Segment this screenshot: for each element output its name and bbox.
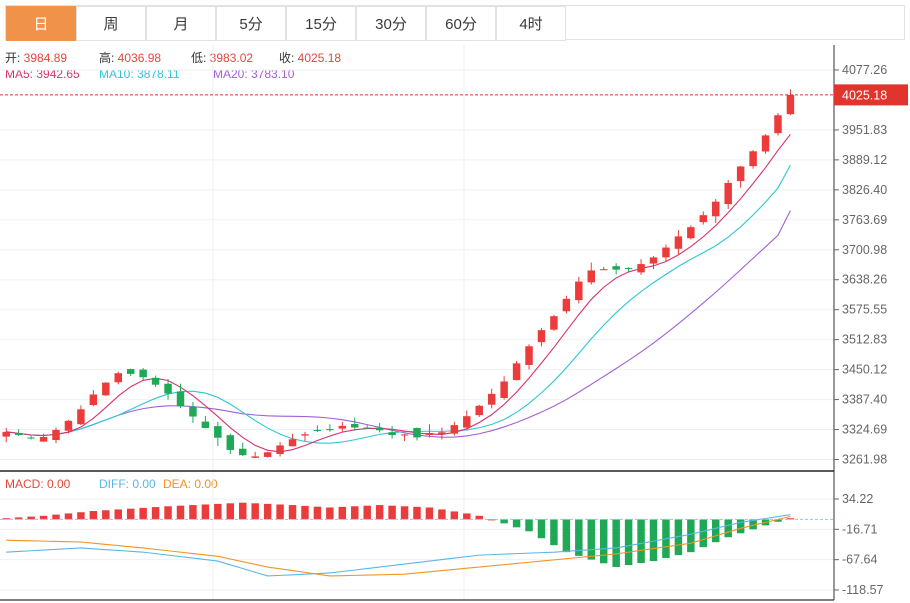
svg-text:3889.12: 3889.12: [842, 153, 887, 167]
svg-text:3512.83: 3512.83: [842, 333, 887, 347]
svg-text:3951.83: 3951.83: [842, 123, 887, 137]
svg-text:3387.40: 3387.40: [842, 393, 887, 407]
svg-text:3261.98: 3261.98: [842, 453, 887, 467]
svg-text:3700.98: 3700.98: [842, 243, 887, 257]
svg-text:3638.26: 3638.26: [842, 273, 887, 287]
svg-text:-67.64: -67.64: [842, 553, 877, 567]
svg-text:3763.69: 3763.69: [842, 213, 887, 227]
svg-text:-118.57: -118.57: [842, 583, 884, 597]
svg-text:3826.40: 3826.40: [842, 183, 887, 197]
svg-text:34.22: 34.22: [842, 492, 873, 506]
svg-text:-16.71: -16.71: [842, 522, 877, 536]
svg-text:4077.26: 4077.26: [842, 63, 887, 77]
svg-text:3450.12: 3450.12: [842, 363, 887, 377]
svg-text:3575.55: 3575.55: [842, 303, 887, 317]
svg-text:3324.69: 3324.69: [842, 423, 887, 437]
svg-text:4025.18: 4025.18: [842, 88, 887, 102]
